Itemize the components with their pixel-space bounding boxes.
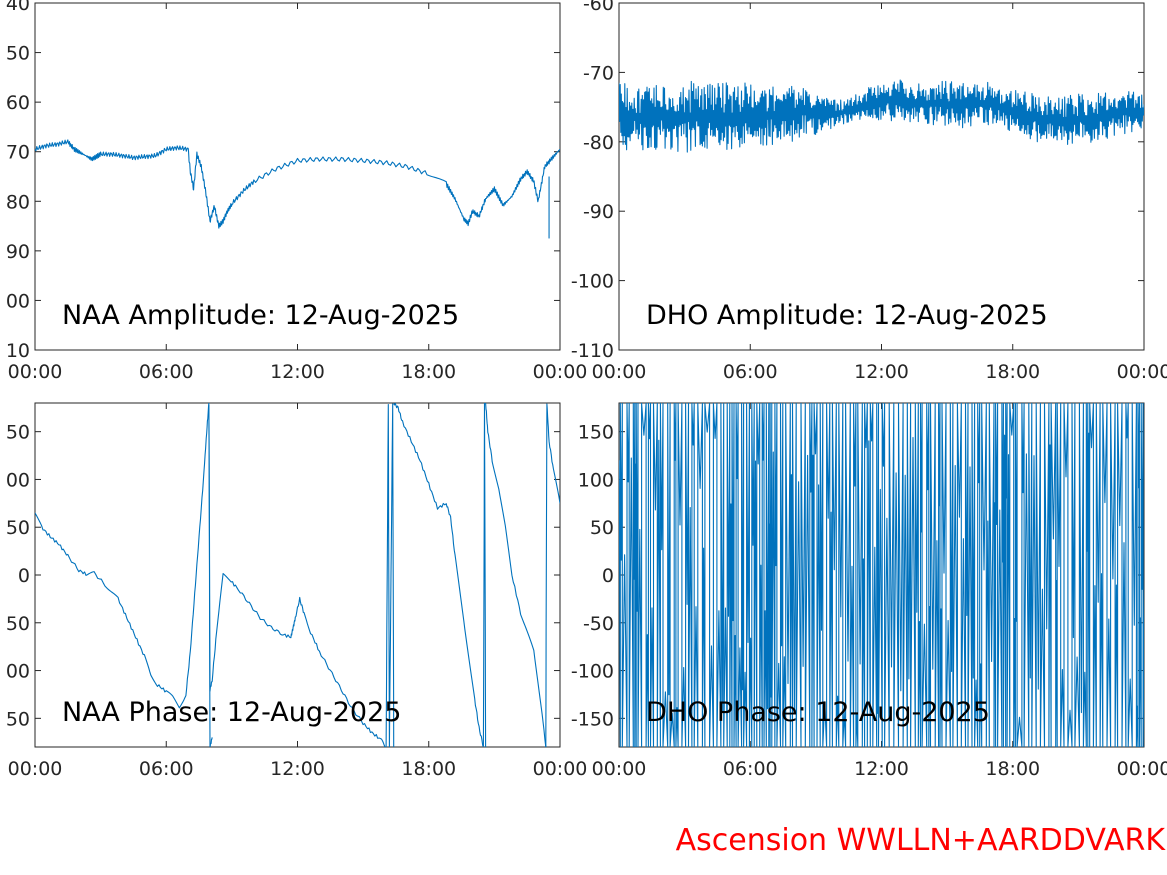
panel-title: DHO Amplitude: 12-Aug-2025 xyxy=(646,300,1048,331)
x-tick-label: 18:00 xyxy=(401,758,456,780)
y-tick-label: -70 xyxy=(583,62,614,84)
naa-phase-panel: 50 00 50 0 50 00 50 00:00 06:00 12:00 18:00 00:00 NA… xyxy=(6,402,588,780)
x-tick-label: 12:00 xyxy=(270,361,325,383)
x-tick-label: 06:00 xyxy=(139,758,194,780)
amplitude-trace xyxy=(619,79,1144,153)
x-tick-label: 06:00 xyxy=(723,361,778,383)
x-tick-label: 18:00 xyxy=(985,758,1040,780)
y-tick-label: 00 xyxy=(6,290,30,312)
x-tick-label: 06:00 xyxy=(723,758,778,780)
axes-frame xyxy=(34,2,561,351)
y-tick-label: 00 xyxy=(6,661,30,683)
dho-phase-panel: 150 100 50 0 -50 -100 -150 00:00 06:00 12:00 18:00… xyxy=(571,402,1167,780)
axes-frame xyxy=(618,2,1145,351)
x-tick-label: 12:00 xyxy=(270,758,325,780)
panel-title: NAA Amplitude: 12-Aug-2025 xyxy=(62,300,459,331)
x-tick-label: 06:00 xyxy=(139,361,194,383)
y-tick-label: 70 xyxy=(6,142,30,164)
y-tick-label: 50 xyxy=(6,517,30,539)
y-tick-label: 10 xyxy=(6,340,30,362)
x-tick-label: 00:00 xyxy=(592,361,647,383)
x-tick-label: 00:00 xyxy=(1117,361,1167,383)
panel-title: NAA Phase: 12-Aug-2025 xyxy=(62,697,401,728)
y-tick-label: 0 xyxy=(18,565,30,587)
y-tick-label: 0 xyxy=(602,565,614,587)
phase-trace xyxy=(485,403,547,747)
x-tick-label: 18:00 xyxy=(401,361,456,383)
x-tick-label: 12:00 xyxy=(854,361,909,383)
axes-frame xyxy=(34,402,561,748)
y-tick-label: 50 xyxy=(6,43,30,65)
y-tick-label: 50 xyxy=(6,613,30,635)
y-tick-label: 50 xyxy=(6,708,30,730)
y-tick-label: 00 xyxy=(6,469,30,491)
phase-trace xyxy=(208,404,387,747)
y-tick-label: -110 xyxy=(571,340,614,362)
phase-trace xyxy=(35,403,210,709)
y-tick-label: 150 xyxy=(578,422,614,444)
y-tick-label: 50 xyxy=(590,517,614,539)
y-tick-label: -150 xyxy=(571,708,614,730)
x-tick-label: 00:00 xyxy=(1117,758,1167,780)
x-tick-label: 00:00 xyxy=(533,361,588,383)
y-tick-label: 90 xyxy=(6,241,30,263)
y-tick-label: 100 xyxy=(578,469,614,491)
x-tick-label: 00:00 xyxy=(592,758,647,780)
y-tick-label: 60 xyxy=(6,92,30,114)
x-tick-label: 00:00 xyxy=(8,758,63,780)
panel-title: DHO Phase: 12-Aug-2025 xyxy=(646,697,990,728)
y-tick-label: 50 xyxy=(6,422,30,444)
y-tick-label: 80 xyxy=(6,191,30,213)
phase-trace xyxy=(545,403,560,747)
y-tick-label: -50 xyxy=(583,613,614,635)
x-tick-label: 12:00 xyxy=(854,758,909,780)
y-tick-label: -90 xyxy=(583,201,614,223)
amplitude-trace xyxy=(35,139,560,229)
y-tick-label: 40 xyxy=(6,0,30,15)
y-tick-label: -60 xyxy=(583,0,614,15)
y-tick-label: -80 xyxy=(583,132,614,154)
phase-trace xyxy=(393,403,484,747)
y-tick-label: -100 xyxy=(571,271,614,293)
phase-trace xyxy=(619,403,1144,747)
x-tick-label: 00:00 xyxy=(533,758,588,780)
x-tick-label: 18:00 xyxy=(985,361,1040,383)
y-tick-label: -100 xyxy=(571,661,614,683)
x-tick-label: 00:00 xyxy=(8,361,63,383)
station-caption: Ascension WWLLN+AARDDVARK xyxy=(675,823,1165,858)
phase-trace xyxy=(482,403,487,747)
phase-trace xyxy=(385,403,395,747)
